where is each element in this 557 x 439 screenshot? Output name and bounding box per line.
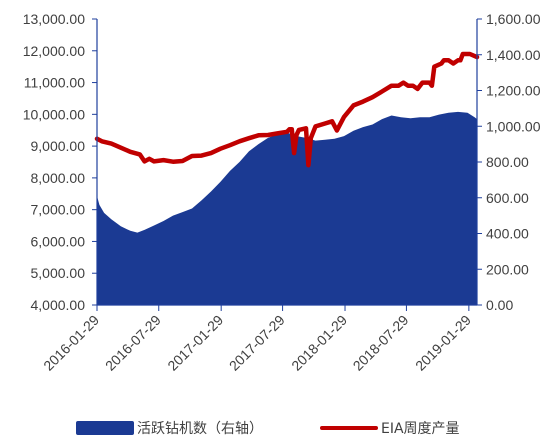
legend-label-eia-production: EIA周度产量 <box>381 421 460 437</box>
eia-production-line-layer <box>94 51 480 168</box>
right-axis-tick-labels: 0.00 200.00 400.00 600.00 800.00 1,000.00 1,20… <box>486 11 541 313</box>
chart: 4,000.00 5,000.00 6,000.00 7,000.00 8,000.00… <box>23 11 541 374</box>
left-axis-tick-label: 12,000.00 <box>23 43 85 59</box>
right-axis-tick-label: 1,600.00 <box>486 11 541 27</box>
right-axis-tick-label: 0.00 <box>486 297 513 313</box>
legend-item-active-rigs: 活跃钻机数（右轴） <box>76 418 263 438</box>
left-axis-tick-label: 13,000.00 <box>23 11 85 27</box>
left-axis-tick-label: 7,000.00 <box>31 202 86 218</box>
x-axis-tick-label: 2019-01-29 <box>412 312 474 374</box>
left-axis-tick-label: 8,000.00 <box>31 170 86 186</box>
right-axis-tick-label: 600.00 <box>486 190 529 206</box>
legend-swatch-line <box>320 426 378 430</box>
left-axis-tick-label: 6,000.00 <box>31 233 86 249</box>
left-axis-tick-label: 5,000.00 <box>31 265 86 281</box>
left-axis-tick-label: 11,000.00 <box>24 75 85 91</box>
left-axis-tick-labels: 4,000.00 5,000.00 6,000.00 7,000.00 8,000.00… <box>23 11 86 313</box>
active-rigs-area <box>97 111 477 306</box>
right-axis-tick-label: 800.00 <box>486 154 529 170</box>
x-axis-tick-label: 2018-01-29 <box>288 312 350 374</box>
active-rigs-area-layer <box>97 111 477 306</box>
right-axis-tick-label: 1,400.00 <box>486 47 541 63</box>
x-axis-tick-label: 2016-07-29 <box>102 312 164 374</box>
eia-production-line <box>94 51 480 168</box>
x-axis-tick-label: 2017-01-29 <box>164 312 226 374</box>
legend-label-active-rigs: 活跃钻机数（右轴） <box>137 421 263 437</box>
legend-swatch-area <box>76 421 134 435</box>
right-axis-tick-label: 400.00 <box>486 226 529 242</box>
left-axis-tick-label: 10,000.00 <box>23 106 85 122</box>
legend-item-eia-production: EIA周度产量 <box>320 418 460 438</box>
right-axis-tick-label: 1,000.00 <box>486 118 541 134</box>
legend: 活跃钻机数（右轴） EIA周度产量 <box>0 418 557 438</box>
right-axis-tick-label: 1,200.00 <box>486 83 541 99</box>
x-axis-tick-label: 2018-07-29 <box>350 312 412 374</box>
x-axis-tick-label: 2017-07-29 <box>226 312 288 374</box>
axes <box>92 18 482 311</box>
left-axis-tick-label: 9,000.00 <box>31 138 86 154</box>
right-axis-tick-label: 200.00 <box>486 261 529 277</box>
x-axis-tick-label: 2016-01-29 <box>40 312 102 374</box>
left-axis-tick-label: 4,000.00 <box>31 297 86 313</box>
x-axis-tick-labels: 2016-01-29 2016-07-29 2017-01-29 2017-07-29… <box>40 312 474 374</box>
